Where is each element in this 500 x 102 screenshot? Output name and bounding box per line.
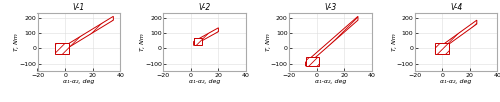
Polygon shape	[194, 28, 218, 45]
Polygon shape	[436, 43, 449, 54]
X-axis label: α₁-α₂, deg: α₁-α₂, deg	[440, 79, 472, 84]
X-axis label: α₁-α₂, deg: α₁-α₂, deg	[314, 79, 346, 84]
Title: V-2: V-2	[198, 3, 210, 12]
Polygon shape	[58, 16, 114, 54]
Title: V-1: V-1	[72, 3, 85, 12]
Y-axis label: T, Nm: T, Nm	[266, 33, 270, 51]
Polygon shape	[436, 20, 477, 54]
X-axis label: α₁-α₂, deg: α₁-α₂, deg	[63, 79, 94, 84]
Title: V-4: V-4	[450, 3, 462, 12]
Title: V-3: V-3	[324, 3, 336, 12]
Polygon shape	[194, 38, 202, 45]
Polygon shape	[306, 16, 358, 66]
Y-axis label: T, Nm: T, Nm	[14, 33, 19, 51]
Polygon shape	[56, 43, 69, 54]
Y-axis label: T, Nm: T, Nm	[140, 33, 145, 51]
Polygon shape	[306, 57, 320, 66]
X-axis label: α₁-α₂, deg: α₁-α₂, deg	[189, 79, 220, 84]
Y-axis label: T, Nm: T, Nm	[392, 33, 396, 51]
